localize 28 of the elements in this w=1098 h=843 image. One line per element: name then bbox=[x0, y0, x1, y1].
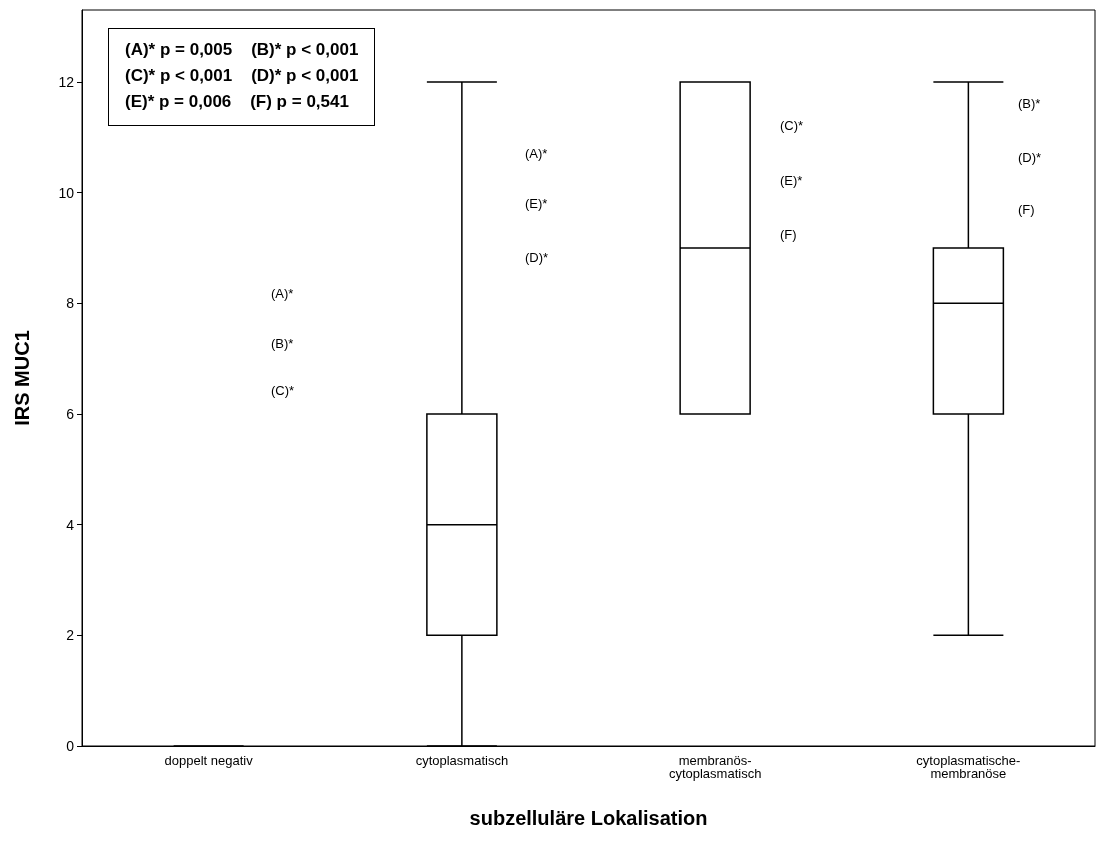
y-tick-label: 4 bbox=[66, 516, 75, 533]
annotation: (B)* bbox=[1018, 96, 1041, 111]
x-tick-label: membranös-cytoplasmatisch bbox=[668, 753, 762, 781]
annotation: (A)* bbox=[271, 286, 294, 301]
annotation: (C)* bbox=[780, 118, 804, 133]
y-tick-label: 8 bbox=[66, 295, 75, 312]
annotation: (C)* bbox=[271, 383, 295, 398]
x-axis-title: subzelluläre Lokalisation bbox=[469, 807, 708, 829]
y-tick-label: 6 bbox=[66, 405, 75, 422]
y-tick-label: 2 bbox=[66, 627, 75, 644]
annotation: (F) bbox=[1018, 202, 1035, 217]
annotation: (A)* bbox=[525, 146, 548, 161]
x-tick-label: doppelt negativ bbox=[164, 753, 254, 768]
annotation: (E)* p = 0,006 (F) p = 0,541 bbox=[125, 91, 350, 113]
y-axis-title: IRS MUC1 bbox=[11, 330, 33, 426]
annotation: (C)* p < 0,001 (D)* p < 0,001 bbox=[125, 65, 359, 87]
annotation: (D)* bbox=[1018, 150, 1042, 165]
x-tick-label: cytoplasmatisch bbox=[415, 753, 509, 768]
annotation: (E)* bbox=[525, 196, 548, 211]
y-tick-label: 12 bbox=[58, 73, 75, 90]
annotation: (E)* bbox=[780, 173, 803, 188]
annotation: (B)* bbox=[271, 336, 294, 351]
y-tick-label: 10 bbox=[58, 184, 75, 201]
annotation: (A)* p = 0,005 (B)* p < 0,001 bbox=[125, 39, 359, 61]
annotation: (D)* bbox=[525, 250, 549, 265]
x-tick-label: cytoplasmatische-membranöse bbox=[916, 753, 1021, 781]
y-tick-label: 0 bbox=[66, 738, 75, 754]
annotation: (F) bbox=[780, 227, 797, 242]
